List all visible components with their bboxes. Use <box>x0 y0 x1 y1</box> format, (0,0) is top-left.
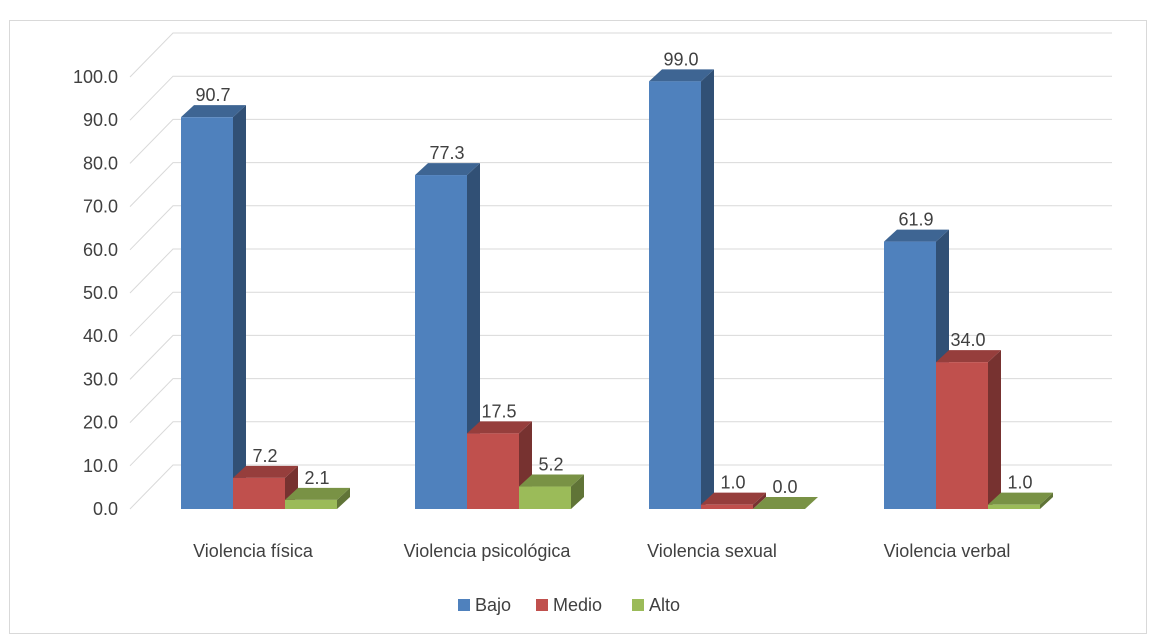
y-tick-label: 50.0 <box>83 283 118 303</box>
x-category-label: Violencia psicológica <box>404 541 572 561</box>
data-label: 1.0 <box>1007 473 1032 493</box>
bar-bajo-2 <box>415 163 480 509</box>
data-label: 61.9 <box>898 210 933 230</box>
y-tick-label: 20.0 <box>83 413 118 433</box>
bar-bajo-3 <box>649 69 714 509</box>
gridlines <box>129 32 1112 510</box>
gridline <box>129 378 1112 423</box>
bar-alto-2 <box>519 474 584 509</box>
x-category-label: Violencia verbal <box>884 541 1011 561</box>
gridline <box>129 32 1112 78</box>
y-tick-label: 80.0 <box>83 153 118 173</box>
chart-frame <box>9 20 1147 634</box>
y-tick-label: 0.0 <box>93 499 118 519</box>
bar-medio-3 <box>701 492 766 509</box>
bar-medio-4 <box>936 350 1001 509</box>
data-label: 77.3 <box>429 143 464 163</box>
gridline <box>129 248 1112 294</box>
legend-swatch-medio <box>536 599 548 611</box>
bars: 90.7 7.2 2.1 77.3 17.5 5.2 99.0 1.0 0.0 61.9 34.0 1… <box>181 49 1053 510</box>
data-label: 17.5 <box>481 401 516 421</box>
x-axis: Violencia física Violencia psicológica Vio… <box>193 541 1010 561</box>
bar-alto-1 <box>285 487 350 509</box>
x-category-label: Violencia sexual <box>647 541 777 561</box>
y-tick-label: 90.0 <box>83 110 118 130</box>
legend-swatch-bajo <box>458 599 470 611</box>
bar-alto-4 <box>988 492 1053 509</box>
gridline <box>129 464 1112 510</box>
y-tick-label: 70.0 <box>83 197 118 217</box>
data-label: 2.1 <box>304 468 329 488</box>
legend-label-alto: Alto <box>649 595 680 615</box>
legend-label-bajo: Bajo <box>475 595 511 615</box>
data-label: 0.0 <box>772 477 797 497</box>
data-label: 90.7 <box>195 85 230 105</box>
legend-label-medio: Medio <box>553 595 602 615</box>
gridline <box>129 118 1112 164</box>
y-tick-label: 40.0 <box>83 326 118 346</box>
gridline <box>129 334 1112 380</box>
y-tick-label: 100.0 <box>73 67 118 87</box>
y-tick-label: 60.0 <box>83 240 118 260</box>
gridline <box>129 291 1112 337</box>
gridline <box>129 421 1112 467</box>
y-axis: 0.0 10.0 20.0 30.0 40.0 50.0 60.0 70.0 80.0 90.0 1… <box>73 67 118 519</box>
gridline <box>129 205 1112 251</box>
data-label: 99.0 <box>663 49 698 69</box>
data-label: 5.2 <box>538 455 563 475</box>
data-label: 7.2 <box>252 446 277 466</box>
gridline <box>129 75 1112 121</box>
gridline <box>129 162 1112 207</box>
bar-bajo-1 <box>181 105 246 510</box>
y-tick-label: 10.0 <box>83 456 118 476</box>
data-label: 1.0 <box>720 473 745 493</box>
data-label: 34.0 <box>950 330 985 350</box>
legend: Bajo Medio Alto <box>458 595 680 615</box>
bar-alto-3 <box>753 497 818 509</box>
legend-swatch-alto <box>632 599 644 611</box>
x-category-label: Violencia física <box>193 541 314 561</box>
y-tick-label: 30.0 <box>83 369 118 389</box>
